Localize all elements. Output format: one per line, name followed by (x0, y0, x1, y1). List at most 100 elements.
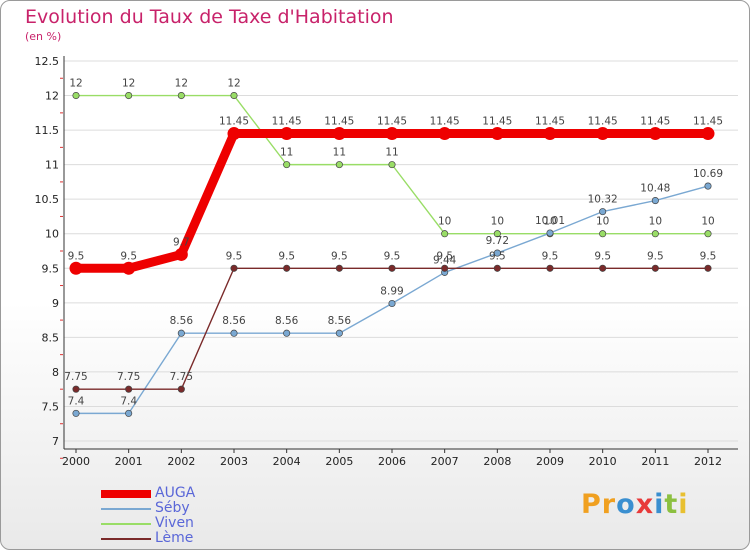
y-tick-label: 10 (45, 228, 59, 241)
data-label: 8.56 (275, 315, 299, 327)
data-label: 9.5 (226, 250, 243, 262)
data-point (125, 385, 133, 393)
data-point (648, 127, 662, 141)
data-point (122, 261, 136, 275)
y-tick-label: 8 (52, 366, 59, 379)
data-label: 11.45 (324, 116, 354, 128)
data-point (230, 329, 238, 337)
data-label: 9.5 (700, 250, 717, 262)
data-point (332, 127, 346, 141)
x-tick-label: 2007 (431, 455, 459, 468)
data-point (177, 329, 185, 337)
y-tick-label: 7 (52, 435, 59, 448)
data-point (283, 161, 291, 169)
legend-swatch (101, 538, 151, 540)
data-label: 9.44 (433, 254, 457, 266)
data-point (388, 264, 396, 272)
data-label: 9.72 (486, 235, 509, 247)
data-label: 7.4 (120, 395, 137, 407)
data-label: 10 (543, 216, 556, 228)
data-point (704, 182, 712, 190)
data-point (599, 208, 607, 216)
data-label: 11 (333, 147, 346, 159)
data-label: 12 (227, 78, 240, 90)
data-label: 11 (385, 147, 398, 159)
x-tick-label: 2004 (273, 455, 301, 468)
data-point (651, 264, 659, 272)
data-point (177, 385, 185, 393)
data-point (701, 127, 715, 141)
legend-swatch (101, 508, 151, 510)
data-label: 9.5 (120, 250, 137, 262)
data-label: 10 (701, 216, 714, 228)
data-point (704, 264, 712, 272)
y-tick-label: 11 (45, 159, 59, 172)
data-label: 8.56 (222, 315, 246, 327)
x-tick-label: 2001 (115, 455, 143, 468)
y-tick-label: 7.5 (42, 400, 60, 413)
data-point (490, 127, 504, 141)
x-tick-label: 2003 (220, 455, 248, 468)
legend-label: Viven (155, 515, 194, 531)
data-label: 9.5 (68, 250, 85, 262)
x-tick-label: 2002 (167, 455, 195, 468)
data-label: 12 (175, 78, 188, 90)
data-point (493, 264, 501, 272)
data-point (385, 127, 399, 141)
data-point (651, 197, 659, 205)
data-label: 11.45 (588, 116, 618, 128)
data-point (280, 127, 294, 141)
data-point (493, 230, 501, 238)
data-label: 9.5 (594, 250, 611, 262)
x-tick-label: 2000 (62, 455, 90, 468)
data-point (230, 91, 238, 100)
data-label: 11.45 (430, 116, 460, 128)
data-point (283, 329, 291, 337)
data-point (651, 230, 659, 238)
data-label: 12 (69, 78, 82, 90)
data-label: 11.45 (482, 116, 512, 128)
data-label: 9.5 (647, 250, 664, 262)
proxiti-logo: Proxiti (581, 489, 689, 520)
data-label: 11.45 (219, 116, 249, 128)
data-point (546, 264, 554, 272)
data-label: 10 (649, 216, 662, 228)
x-tick-label: 2005 (325, 455, 353, 468)
x-tick-label: 2006 (378, 455, 406, 468)
x-tick-label: 2009 (536, 455, 564, 468)
data-label: 7.4 (68, 395, 85, 407)
x-tick-label: 2011 (641, 455, 669, 468)
data-point (546, 229, 554, 237)
data-point (388, 161, 396, 169)
data-label: 11.45 (272, 116, 302, 128)
logo-letter: P (581, 489, 602, 520)
data-label: 7.75 (64, 371, 87, 383)
data-point (599, 264, 607, 272)
data-label: 9.5 (542, 250, 559, 262)
legend-label: Lème (155, 530, 194, 546)
data-point (177, 91, 185, 100)
chart-subtitle: (en %) (25, 30, 62, 43)
x-tick-label: 2008 (483, 455, 511, 468)
data-point (69, 261, 83, 275)
data-label: 11.45 (640, 116, 670, 128)
data-point (72, 385, 80, 393)
logo-letter: t (664, 489, 679, 520)
data-label: 11.45 (377, 116, 407, 128)
data-point (335, 264, 343, 272)
data-label: 8.56 (170, 315, 194, 327)
data-point (125, 91, 133, 100)
data-point (335, 161, 343, 169)
data-point (125, 409, 133, 417)
data-label: 10.69 (693, 168, 723, 180)
data-label: 9.7 (173, 236, 190, 248)
data-label: 9.5 (278, 250, 295, 262)
data-point (493, 249, 501, 257)
y-tick-label: 12 (45, 90, 59, 103)
data-label: 11.45 (535, 116, 565, 128)
data-point (704, 230, 712, 238)
legend-swatch (101, 523, 151, 525)
data-label: 8.56 (328, 315, 352, 327)
